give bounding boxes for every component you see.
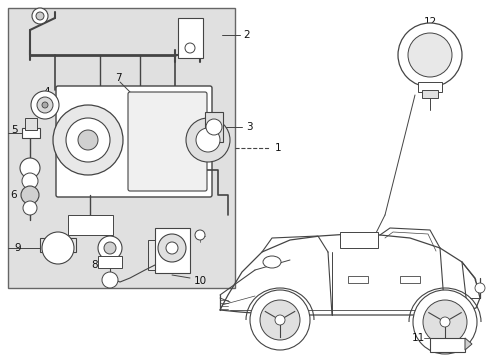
Circle shape [422, 300, 466, 344]
Circle shape [53, 105, 123, 175]
Circle shape [196, 128, 220, 152]
Text: 5: 5 [11, 125, 17, 135]
FancyBboxPatch shape [56, 86, 212, 197]
Text: 3: 3 [245, 122, 252, 132]
Bar [178, 18, 203, 58]
Circle shape [32, 8, 48, 24]
Bar [98, 256, 122, 268]
Bar [339, 232, 377, 248]
Circle shape [104, 242, 116, 254]
Circle shape [184, 43, 195, 53]
Circle shape [23, 201, 37, 215]
Text: 1: 1 [274, 143, 281, 153]
Text: 6: 6 [11, 190, 17, 200]
Bar [204, 112, 223, 142]
Circle shape [249, 290, 309, 350]
Circle shape [21, 186, 39, 204]
Text: 7: 7 [115, 73, 121, 83]
Bar [421, 90, 437, 98]
Bar [68, 215, 113, 235]
Circle shape [397, 23, 461, 87]
Bar [429, 338, 464, 352]
Circle shape [205, 119, 222, 135]
Text: 10: 10 [193, 276, 206, 286]
Circle shape [185, 118, 229, 162]
Text: 4: 4 [43, 87, 50, 97]
Circle shape [36, 12, 44, 20]
Text: 11: 11 [410, 333, 424, 343]
Circle shape [66, 118, 110, 162]
Circle shape [407, 33, 451, 77]
Bar [399, 276, 419, 283]
Bar [347, 276, 367, 283]
Circle shape [439, 317, 449, 327]
Polygon shape [464, 338, 471, 350]
Text: 12: 12 [423, 17, 436, 27]
Bar [22, 128, 40, 138]
Bar [417, 82, 441, 92]
Circle shape [158, 234, 185, 262]
Circle shape [474, 283, 484, 293]
Text: 9: 9 [15, 243, 21, 253]
Text: 8: 8 [92, 260, 98, 270]
Bar [40, 238, 76, 252]
Circle shape [98, 236, 122, 260]
Circle shape [20, 158, 40, 178]
Circle shape [195, 230, 204, 240]
Circle shape [274, 315, 285, 325]
Circle shape [412, 290, 476, 354]
Bar [25, 118, 37, 130]
Bar [148, 240, 163, 270]
Circle shape [78, 130, 98, 150]
Text: 2: 2 [243, 30, 250, 40]
Circle shape [31, 91, 59, 119]
Circle shape [22, 173, 38, 189]
Bar [8, 8, 235, 288]
Circle shape [165, 242, 178, 254]
Circle shape [42, 232, 74, 264]
Ellipse shape [263, 256, 281, 268]
Circle shape [260, 300, 299, 340]
Circle shape [102, 272, 118, 288]
Circle shape [42, 102, 48, 108]
Circle shape [37, 97, 53, 113]
Bar [155, 228, 190, 273]
FancyBboxPatch shape [128, 92, 206, 191]
